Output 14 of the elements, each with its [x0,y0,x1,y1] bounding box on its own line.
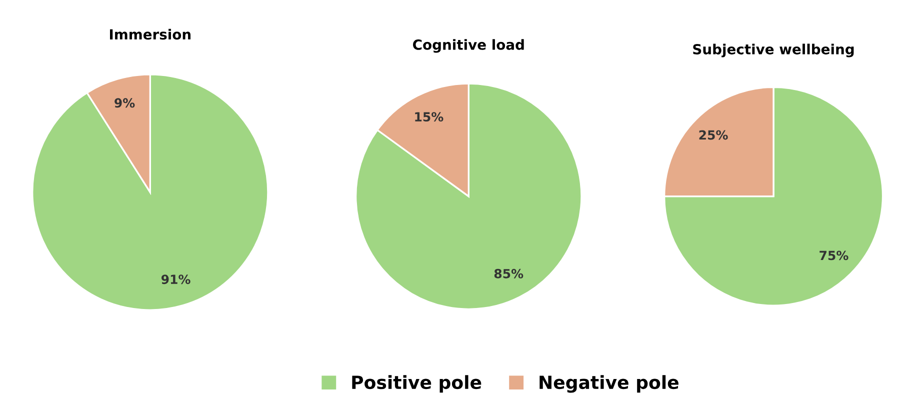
data-label: 9% [114,98,135,108]
data-label: 15% [415,112,444,122]
chart-title: Subjective wellbeing [693,44,854,58]
legend-label: Negative pole [540,375,678,393]
data-label: 75% [820,250,848,260]
pie-slice [354,82,582,310]
legend-label: Positive pole [352,375,482,393]
data-label: 25% [699,130,728,140]
data-label: 91% [161,274,190,284]
data-label: 85% [494,268,524,278]
pie-slice [32,74,269,311]
chart-title: Cognitive load [413,39,524,53]
chart-title: Immersion [110,28,190,40]
pie-slice [663,86,884,306]
